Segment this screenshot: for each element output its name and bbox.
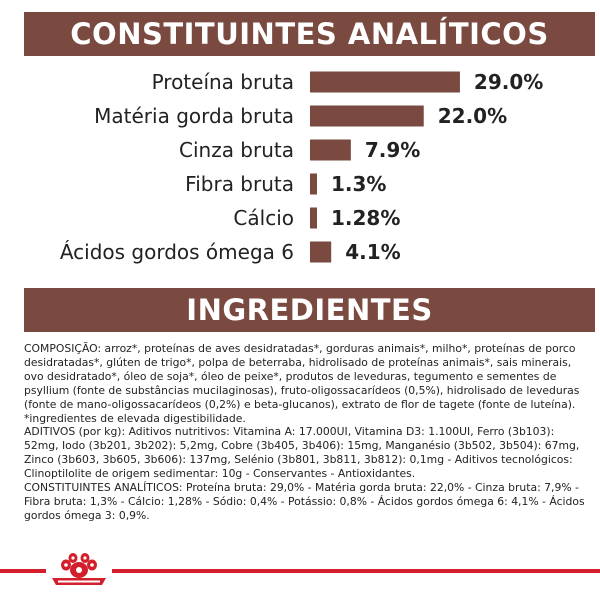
category-label: Matéria gorda bruta	[94, 104, 294, 128]
ingredients-text: COMPOSIÇÃO: arroz*, proteínas de aves de…	[24, 342, 592, 523]
bar	[310, 105, 424, 127]
bar	[310, 71, 460, 93]
footer-stripe-left	[0, 569, 46, 573]
category-label: Cinza bruta	[179, 138, 294, 162]
value-label: 29.0%	[474, 70, 543, 94]
ingredients-header-title: INGREDIENTES	[186, 293, 433, 327]
category-label: Proteína bruta	[152, 70, 294, 94]
value-label: 22.0%	[438, 104, 507, 128]
nutrients-header-banner: CONSTITUINTES ANALÍTICOS	[24, 12, 595, 56]
category-label: Cálcio	[233, 206, 294, 230]
bar	[310, 207, 317, 229]
royal-canin-crown-icon	[52, 553, 106, 585]
category-label: Ácidos gordos ómega 6	[60, 240, 294, 264]
ingredients-header-banner: INGREDIENTES	[24, 288, 595, 332]
value-label: 7.9%	[365, 138, 420, 162]
footer-stripe-right	[112, 569, 600, 573]
bar	[310, 139, 351, 161]
value-label: 1.3%	[331, 172, 386, 196]
composition-paragraph: COMPOSIÇÃO: arroz*, proteínas de aves de…	[24, 342, 580, 425]
footer	[0, 552, 600, 592]
value-label: 1.28%	[331, 206, 400, 230]
nutrients-header-title: CONSTITUINTES ANALÍTICOS	[70, 17, 549, 51]
bar	[310, 173, 317, 195]
analytical-paragraph: CONSTITUINTES ANALÍTICOS: Proteína bruta…	[24, 481, 585, 522]
bar	[310, 241, 332, 263]
category-label: Fibra bruta	[185, 172, 294, 196]
value-label: 4.1%	[345, 240, 400, 264]
nutrient-bar-chart: Proteína bruta 29.0% Matéria gorda bruta 22…	[60, 70, 543, 264]
additives-paragraph: ADITIVOS (por kg): Aditivos nutritivos: …	[24, 425, 580, 481]
